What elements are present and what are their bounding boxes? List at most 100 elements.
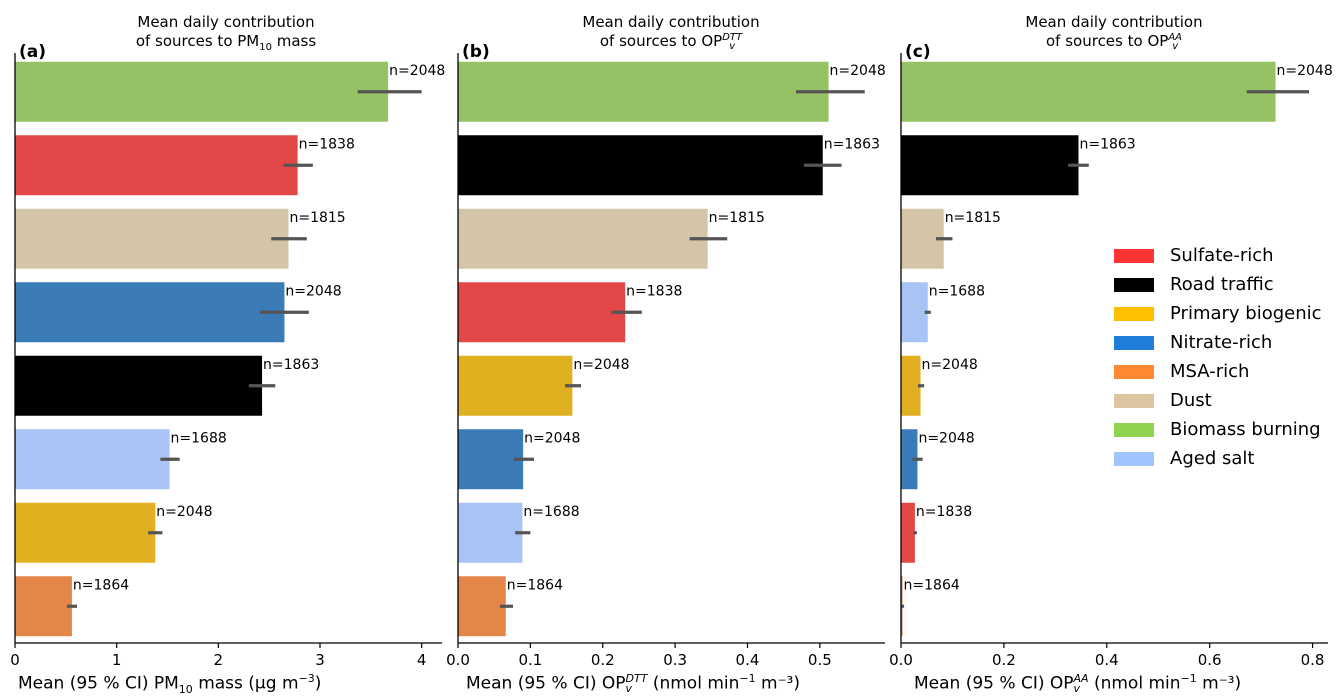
n-label: n=2048 xyxy=(156,504,212,520)
legend-label: MSA-rich xyxy=(1170,361,1250,382)
legend-item-nitrate-rich: Nitrate-rich xyxy=(1114,328,1322,357)
n-label: n=2048 xyxy=(389,63,445,79)
panel-a-title-line1: Mean daily contribution xyxy=(137,13,315,31)
panel-c-xlabel: Mean (95 % CI) OP AA v (nmol min−1 m⁻³) xyxy=(914,671,1242,695)
legend-item-biomass-burning: Biomass burning xyxy=(1114,415,1322,444)
x-tick-label: 0.0 xyxy=(446,651,470,669)
bar xyxy=(15,282,285,343)
legend-item-road-traffic: Road traffic xyxy=(1114,270,1322,299)
panel-a-label: (a) xyxy=(19,42,47,62)
panel-c-title-line2: of sources to OP AA v xyxy=(1046,31,1182,52)
panel-b-title-line1: Mean daily contribution xyxy=(582,13,760,31)
panel-b-title: Mean daily contribution of sources to OP… xyxy=(485,13,857,51)
n-label: n=1815 xyxy=(709,210,765,226)
bar xyxy=(901,502,915,563)
legend-item-dust: Dust xyxy=(1114,386,1322,415)
n-label: n=2048 xyxy=(918,430,974,446)
n-label: n=2048 xyxy=(1277,63,1333,79)
bar xyxy=(458,355,573,416)
legend-swatch xyxy=(1114,248,1154,263)
bar xyxy=(15,135,298,196)
bar xyxy=(15,208,289,269)
bar xyxy=(458,282,626,343)
legend-swatch xyxy=(1114,422,1154,437)
n-label: n=1864 xyxy=(904,577,960,593)
x-tick-label: 0.1 xyxy=(518,651,542,669)
n-label: n=1815 xyxy=(289,210,345,226)
x-tick-label: 0 xyxy=(10,651,20,669)
legend-label: Nitrate-rich xyxy=(1170,332,1273,353)
panel-b-xlabel: Mean (95 % CI) OP DTT v (nmol min−1 m⁻³) xyxy=(466,671,800,695)
legend-label: Biomass burning xyxy=(1170,419,1321,440)
legend-swatch xyxy=(1114,277,1154,292)
n-label: n=2048 xyxy=(524,430,580,446)
panel-a-title: Mean daily contribution of sources to PM… xyxy=(40,13,412,57)
bar xyxy=(901,355,921,416)
legend: Sulfate-rich Road traffic Primary biogen… xyxy=(1114,241,1322,473)
panel-a-xlabel: Mean (95 % CI) PM10 mass (μg m−3) xyxy=(18,672,322,697)
x-tick-label: 0.2 xyxy=(591,651,615,669)
bar xyxy=(15,429,170,490)
legend-item-aged-salt: Aged salt xyxy=(1114,444,1322,473)
legend-label: Sulfate-rich xyxy=(1170,245,1274,266)
n-label: n=1815 xyxy=(945,210,1001,226)
legend-swatch xyxy=(1114,393,1154,408)
bar xyxy=(901,61,1276,122)
n-label: n=1688 xyxy=(171,430,227,446)
bar xyxy=(15,355,263,416)
legend-label: Dust xyxy=(1170,390,1212,411)
n-label: n=1688 xyxy=(929,283,985,299)
bar xyxy=(901,282,928,343)
n-label: n=2048 xyxy=(573,357,629,373)
x-tick-label: 0.2 xyxy=(992,651,1016,669)
n-label: n=2048 xyxy=(285,283,341,299)
n-label: n=1688 xyxy=(523,504,579,520)
bar xyxy=(458,576,506,637)
x-tick-label: 3 xyxy=(315,651,325,669)
x-tick-label: 0.4 xyxy=(1095,651,1119,669)
x-tick-label: 0.0 xyxy=(889,651,913,669)
bar xyxy=(458,135,823,196)
x-tick-label: 2 xyxy=(214,651,224,669)
panel-b-label: (b) xyxy=(462,42,490,62)
n-label: n=1864 xyxy=(507,577,563,593)
x-tick-label: 0.6 xyxy=(1198,651,1222,669)
legend-label: Aged salt xyxy=(1170,448,1255,469)
bar xyxy=(15,502,156,563)
n-label: n=1863 xyxy=(824,136,880,152)
panel-c-label: (c) xyxy=(905,42,931,62)
x-tick-label: 1 xyxy=(112,651,122,669)
n-label: n=1863 xyxy=(263,357,319,373)
x-tick-label: 0.8 xyxy=(1301,651,1325,669)
bar xyxy=(458,429,524,490)
panel-b-title-line2: of sources to OP DTT v xyxy=(599,31,743,52)
n-label: n=2048 xyxy=(830,63,886,79)
bar xyxy=(458,502,523,563)
legend-swatch xyxy=(1114,451,1154,466)
bar xyxy=(458,208,708,269)
x-tick-label: 0.5 xyxy=(808,651,832,669)
legend-item-msa-rich: MSA-rich xyxy=(1114,357,1322,386)
bar xyxy=(15,576,72,637)
bar xyxy=(901,135,1079,196)
x-tick-label: 0.3 xyxy=(663,651,687,669)
n-label: n=1838 xyxy=(299,136,355,152)
bar xyxy=(15,61,389,122)
n-label: n=2048 xyxy=(922,357,978,373)
n-label: n=1838 xyxy=(626,283,682,299)
n-label: n=1864 xyxy=(73,577,129,593)
panel-c-title-line1: Mean daily contribution xyxy=(1025,13,1203,31)
n-label: n=1838 xyxy=(916,504,972,520)
panel-a-title-line2: of sources to PM10 mass xyxy=(135,32,317,53)
legend-item-primary-biogenic: Primary biogenic xyxy=(1114,299,1322,328)
n-label: n=1863 xyxy=(1079,136,1135,152)
panel-c-title: Mean daily contribution of sources to OP… xyxy=(928,13,1300,51)
bar xyxy=(458,61,829,122)
legend-item-sulfate-rich: Sulfate-rich xyxy=(1114,241,1322,270)
legend-swatch xyxy=(1114,364,1154,379)
legend-label: Road traffic xyxy=(1170,274,1274,295)
x-tick-label: 4 xyxy=(417,651,427,669)
legend-swatch xyxy=(1114,306,1154,321)
